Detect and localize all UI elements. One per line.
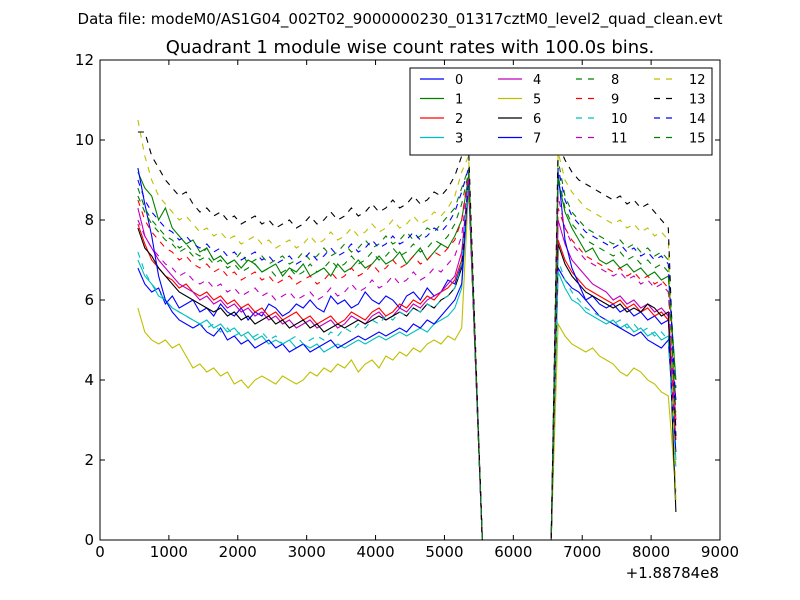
- legend-label-12: 12: [689, 73, 706, 88]
- legend-label-6: 6: [533, 112, 541, 127]
- x-tick-label: 1000: [150, 543, 188, 561]
- series-line-10: [137, 179, 677, 540]
- series-line-15: [137, 171, 677, 540]
- legend-label-1: 1: [455, 93, 463, 108]
- legend-label-8: 8: [611, 73, 619, 88]
- x-tick-label: 3000: [288, 543, 326, 561]
- y-tick-label: 0: [84, 531, 94, 549]
- y-tick-label: 10: [75, 131, 94, 149]
- series-line-3: [137, 179, 677, 540]
- series-line-8: [137, 159, 677, 540]
- x-tick-label: 5000: [425, 543, 463, 561]
- x-tick-label: 2000: [219, 543, 257, 561]
- y-tick-label: 4: [84, 371, 94, 389]
- x-tick-label: 0: [95, 543, 105, 561]
- x-tick-label: 6000: [494, 543, 532, 561]
- legend-label-0: 0: [455, 73, 463, 88]
- series-line-0: [137, 179, 677, 540]
- legend-label-9: 9: [611, 93, 619, 108]
- series-line-4: [137, 179, 677, 540]
- series-layer: [137, 119, 677, 540]
- legend-label-5: 5: [533, 93, 541, 108]
- x-tick-label: 7000: [563, 543, 601, 561]
- y-tick-label: 6: [84, 291, 94, 309]
- series-line-14: [137, 167, 677, 540]
- legend-label-15: 15: [689, 132, 706, 147]
- series-line-9: [137, 171, 677, 540]
- legend-label-7: 7: [533, 132, 541, 147]
- series-line-5: [137, 187, 677, 540]
- legend-label-13: 13: [689, 93, 706, 108]
- x-tick-label: 8000: [632, 543, 670, 561]
- series-line-12: [137, 119, 677, 540]
- y-tick-label: 8: [84, 211, 94, 229]
- x-tick-label: 9000: [701, 543, 739, 561]
- x-offset-label: +1.88784e8: [626, 564, 719, 582]
- legend-label-4: 4: [533, 73, 541, 88]
- legend-box: [409, 67, 713, 156]
- series-line-13: [137, 131, 677, 540]
- chart-suptitle: Data file: modeM0/AS1G04_002T02_90000002…: [78, 10, 723, 29]
- series-line-1: [137, 171, 677, 540]
- series-line-7: [137, 167, 677, 540]
- y-tick-label: 2: [84, 451, 94, 469]
- x-tick-label: 4000: [356, 543, 394, 561]
- legend-label-2: 2: [455, 112, 463, 127]
- legend-label-14: 14: [689, 112, 706, 127]
- legend-label-11: 11: [611, 132, 628, 147]
- chart-title: Quadrant 1 module wise count rates with …: [166, 37, 655, 58]
- series-line-11: [137, 175, 677, 540]
- y-tick-label: 12: [75, 51, 94, 69]
- series-line-2: [137, 179, 677, 540]
- legend-label-10: 10: [611, 112, 628, 127]
- legend-label-3: 3: [455, 132, 463, 147]
- axes-layer: 0 1000 2000 3000 4000 5000 6000 7000 8000 9000 0 2 4…: [75, 51, 739, 561]
